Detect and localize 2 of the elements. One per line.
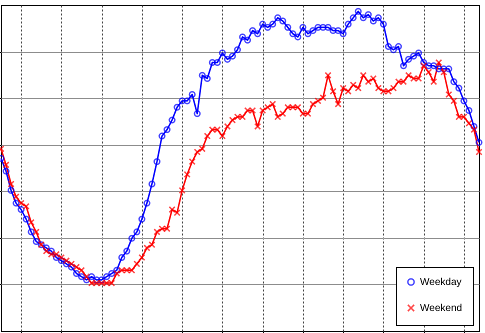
legend-label: Weekday: [420, 277, 462, 288]
legend-label: Weekend: [420, 303, 462, 314]
